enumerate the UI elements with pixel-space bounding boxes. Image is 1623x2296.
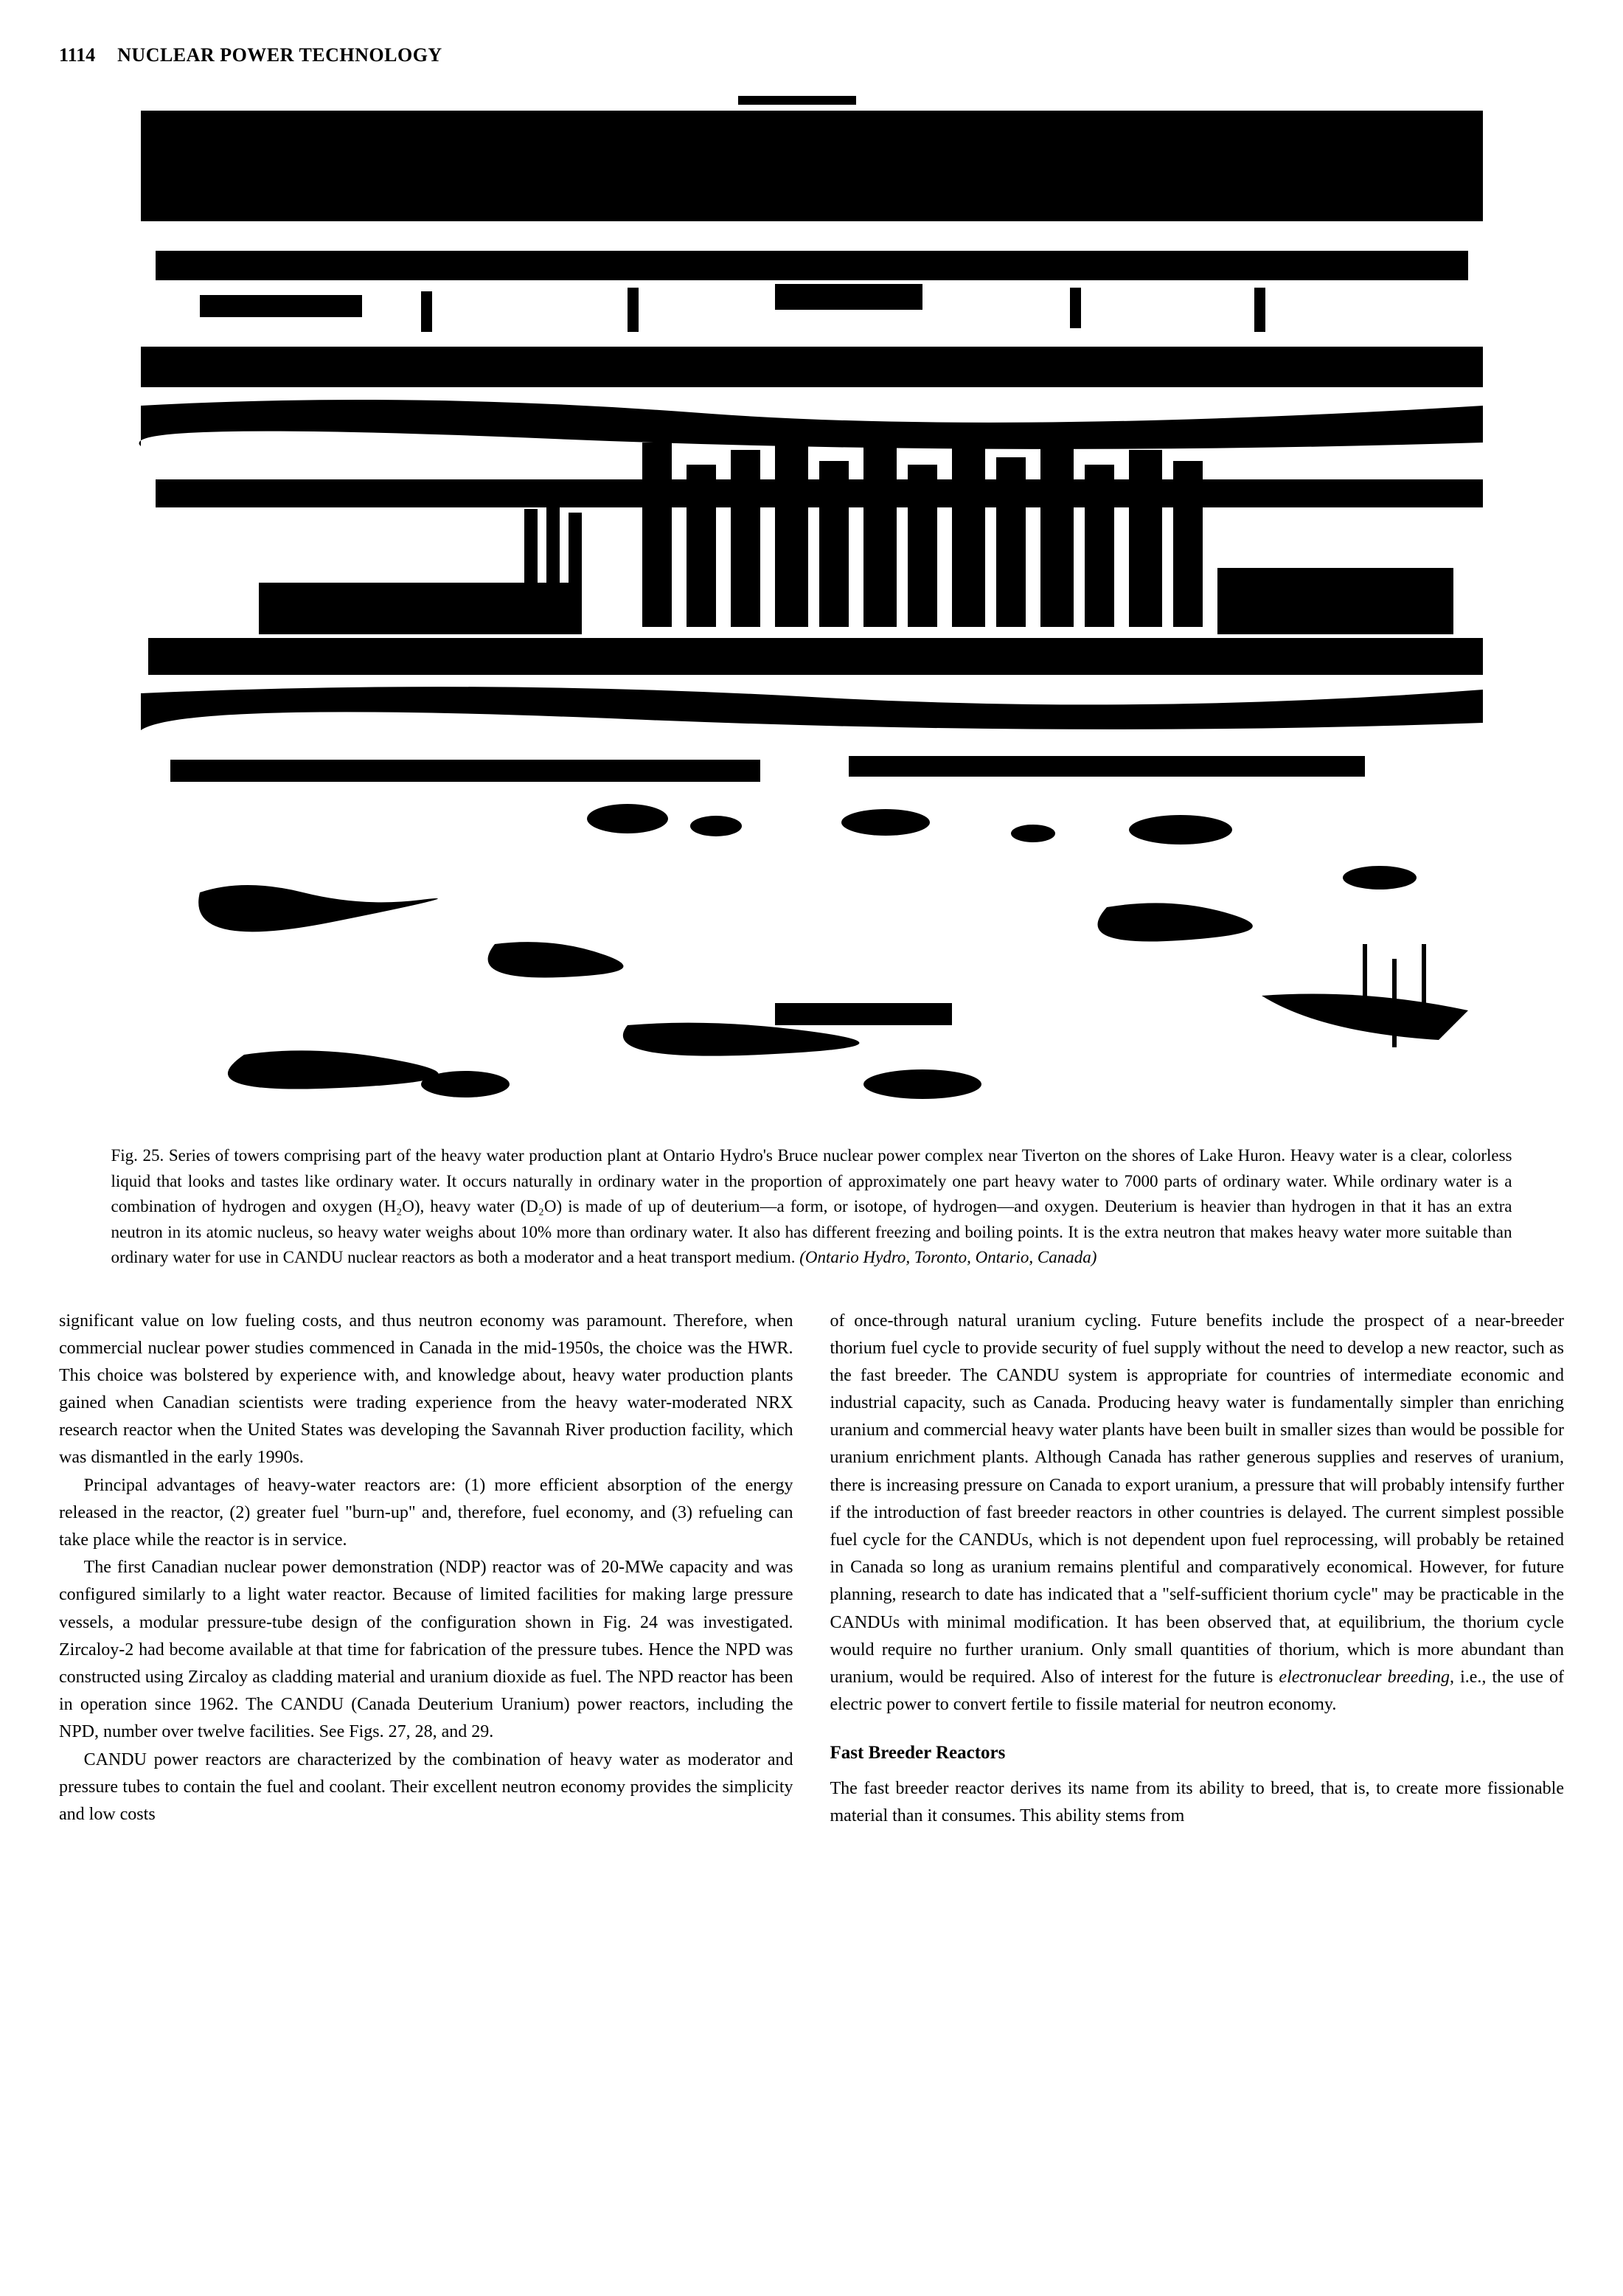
figure-image	[111, 96, 1512, 1128]
body-paragraph: of once-through natural uranium cycling.…	[830, 1308, 1565, 1719]
body-columns: significant value on low fueling costs, …	[59, 1308, 1564, 1831]
page-number: 1114	[59, 44, 95, 66]
body-paragraph: The fast breeder reactor derives its nam…	[830, 1775, 1565, 1830]
body-paragraph: Principal advantages of heavy-water reac…	[59, 1472, 793, 1555]
figure-25: Fig. 25. Series of towers comprising par…	[111, 96, 1512, 1271]
running-title: NUCLEAR POWER TECHNOLOGY	[117, 44, 442, 66]
left-column: significant value on low fueling costs, …	[59, 1308, 793, 1831]
italic-term: electronuclear breeding	[1279, 1668, 1450, 1687]
running-header: 1114 NUCLEAR POWER TECHNOLOGY	[59, 44, 1564, 66]
right-column: of once-through natural uranium cycling.…	[830, 1308, 1565, 1831]
body-paragraph: The first Canadian nuclear power demonst…	[59, 1554, 793, 1746]
figure-credit: (Ontario Hydro, Toronto, Ontario, Canada…	[799, 1248, 1097, 1266]
figure-caption: Fig. 25. Series of towers comprising par…	[111, 1143, 1512, 1271]
section-heading: Fast Breeder Reactors	[830, 1739, 1565, 1768]
body-paragraph: CANDU power reactors are characterized b…	[59, 1747, 793, 1829]
paragraph-text: of once-through natural uranium cycling.…	[830, 1311, 1565, 1687]
body-paragraph: significant value on low fueling costs, …	[59, 1308, 793, 1472]
figure-label: Fig. 25.	[111, 1146, 164, 1165]
